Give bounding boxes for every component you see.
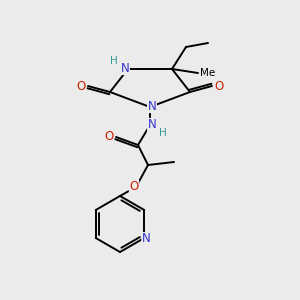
Text: N: N: [142, 232, 151, 245]
Text: H: H: [159, 128, 167, 138]
Text: N: N: [121, 61, 129, 74]
Text: N: N: [148, 100, 156, 112]
Text: O: O: [76, 80, 85, 92]
Text: O: O: [214, 80, 224, 92]
Text: H: H: [110, 56, 118, 66]
Text: N: N: [148, 118, 156, 131]
Text: Me: Me: [200, 68, 216, 78]
Text: O: O: [104, 130, 114, 142]
Text: O: O: [129, 181, 139, 194]
